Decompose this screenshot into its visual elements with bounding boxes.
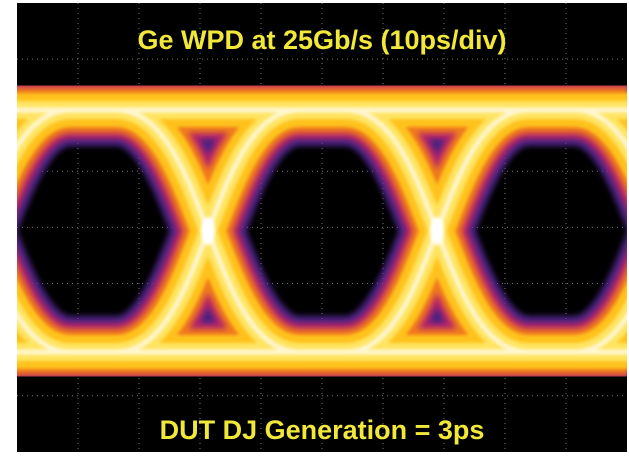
- page: Ge WPD at 25Gb/s (10ps/div) DUT DJ Gener…: [0, 0, 629, 456]
- crossing-highlight: [201, 217, 215, 245]
- caption: DUT DJ Generation = 3ps: [160, 415, 485, 445]
- title: Ge WPD at 25Gb/s (10ps/div): [137, 25, 506, 55]
- crossing-highlight: [430, 217, 444, 245]
- eye-diagram-screenshot: Ge WPD at 25Gb/s (10ps/div) DUT DJ Gener…: [0, 0, 629, 456]
